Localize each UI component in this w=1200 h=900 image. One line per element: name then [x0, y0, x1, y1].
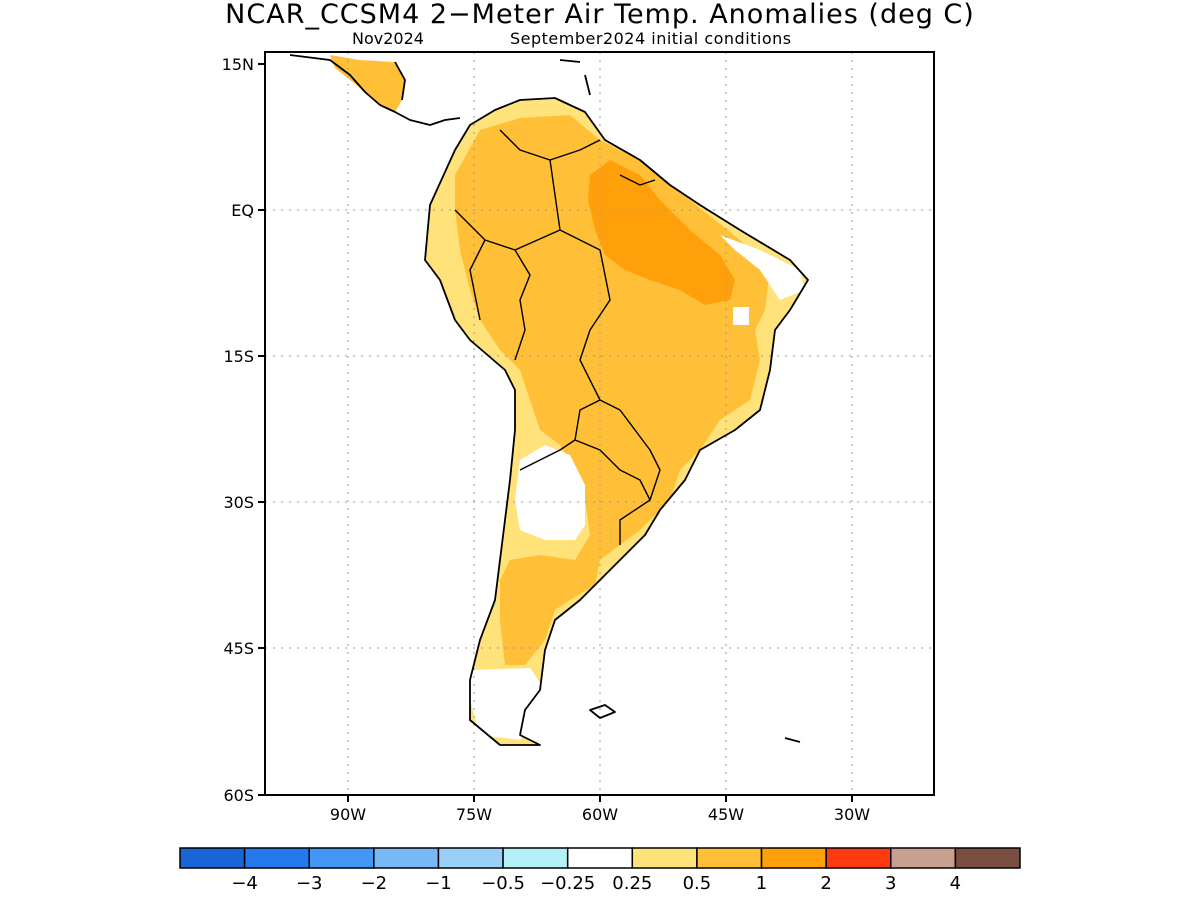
- colorbar-swatch: [825, 847, 892, 869]
- lat-label: 30S: [223, 493, 254, 512]
- neutral-patch: [733, 307, 749, 325]
- colorbar-label: 0.25: [612, 873, 652, 894]
- colorbar-label: −0.25: [540, 873, 595, 894]
- central-america-shading: [330, 55, 405, 112]
- lat-label: 45S: [223, 639, 254, 658]
- south-america-coastline: [424, 97, 809, 746]
- colorbar-swatch: [373, 847, 440, 869]
- lon-label: 30W: [834, 805, 870, 824]
- lon-label: 90W: [330, 805, 366, 824]
- colorbar-label: 1: [756, 873, 767, 894]
- colorbar-label: −0.5: [481, 873, 525, 894]
- caribbean-coastline: [394, 59, 591, 101]
- colorbar-swatch: [502, 847, 569, 869]
- colorbar-swatch: [243, 847, 310, 869]
- lat-label: EQ: [231, 201, 254, 220]
- longitude-labels: 90W 75W 60W 45W 30W: [330, 805, 870, 824]
- lat-label: 60S: [223, 786, 254, 805]
- colorbar-label: 0.5: [683, 873, 712, 894]
- colorbar-swatch: [631, 847, 698, 869]
- lat-label: 15N: [222, 55, 254, 74]
- colorbar: −4 −3 −2 −1 −0.5 −0.25 0.25 0.5 1 2 3 4: [179, 847, 1021, 894]
- coastlines: [289, 54, 809, 746]
- colorbar-swatch: [696, 847, 763, 869]
- colorbar-swatch: [308, 847, 375, 869]
- colorbar-label: −1: [425, 873, 452, 894]
- map-layers: [265, 52, 934, 795]
- neutral-patch-brazil-coast: [720, 235, 805, 300]
- latitude-labels: 15N EQ 15S 30S 45S 60S: [222, 55, 254, 805]
- falkland-islands: [589, 704, 616, 719]
- colorbar-label: −2: [361, 873, 388, 894]
- longitude-ticks: [347, 795, 853, 802]
- lon-label: 45W: [708, 805, 744, 824]
- colorbar-swatch: [760, 847, 827, 869]
- country-borders: [454, 129, 661, 545]
- central-america-coastline: [289, 54, 461, 126]
- colorbar-label: 4: [950, 873, 961, 894]
- latitude-ticks: [258, 63, 265, 796]
- colorbar-swatch: [566, 847, 634, 869]
- forecast-month: Nov2024: [352, 29, 424, 48]
- anomaly-orange-fill: [588, 160, 735, 305]
- colorbar-swatch: [437, 847, 504, 869]
- neutral-patch-south: [515, 445, 585, 540]
- lat-label: 15S: [223, 347, 254, 366]
- colorbar-label: −4: [231, 873, 258, 894]
- initial-conditions-label: September2024 initial conditions: [510, 29, 792, 48]
- colorbar-swatch: [954, 847, 1021, 869]
- south-georgia: [784, 737, 801, 743]
- lon-label: 60W: [582, 805, 618, 824]
- colorbar-label: 3: [885, 873, 896, 894]
- colorbar-swatch: [890, 847, 957, 869]
- colorbar-label: −3: [296, 873, 323, 894]
- colorbar-swatch: [179, 847, 246, 869]
- lon-label: 75W: [456, 805, 492, 824]
- anomaly-shading: [425, 98, 808, 745]
- map-title: NCAR_CCSM4 2−Meter Air Temp. Anomalies (…: [225, 0, 975, 30]
- colorbar-label: 2: [820, 873, 831, 894]
